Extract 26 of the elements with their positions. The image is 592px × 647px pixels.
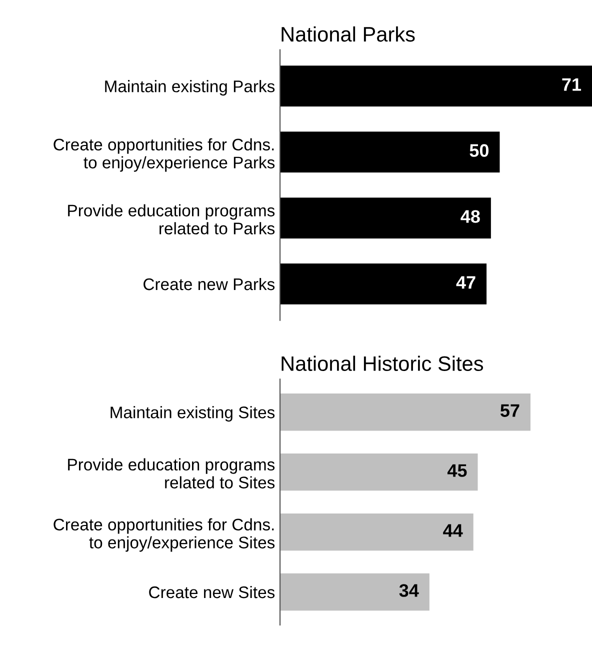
bar xyxy=(280,198,491,238)
bar xyxy=(280,573,430,611)
data-label: 44 xyxy=(443,524,463,537)
y-tick-label: Provide education programs related to Parks xyxy=(68,204,275,234)
data-label: 71 xyxy=(562,78,582,91)
y-tick-label: Create new Sites xyxy=(149,586,275,598)
y-tick-label: Maintain existing Sites xyxy=(110,406,275,422)
data-label: 47 xyxy=(456,276,476,289)
data-label: 50 xyxy=(470,144,489,157)
data-label: 48 xyxy=(460,210,480,223)
data-label: 34 xyxy=(399,584,419,597)
bar xyxy=(280,513,474,551)
bar xyxy=(280,66,592,107)
y-tick-label: Maintain existing Parks xyxy=(105,80,275,96)
chart-title: National Parks xyxy=(282,26,415,42)
data-label: 45 xyxy=(447,464,467,477)
bar xyxy=(280,454,478,491)
data-label: 57 xyxy=(500,404,520,417)
y-tick-label: Create opportunities for Cdns. to enjoy/experience Parks xyxy=(54,138,275,172)
bar xyxy=(280,132,500,173)
y-tick-label: Create opportunities for Cdns. to enjoy/experience Sites xyxy=(54,518,275,552)
bar xyxy=(280,394,530,431)
y-tick-label: Create new Parks xyxy=(144,278,275,290)
chart-title: National Historic Sites xyxy=(282,356,484,372)
y-tick-label: Provide education programs related to Sites xyxy=(68,458,275,488)
bar xyxy=(280,264,487,304)
